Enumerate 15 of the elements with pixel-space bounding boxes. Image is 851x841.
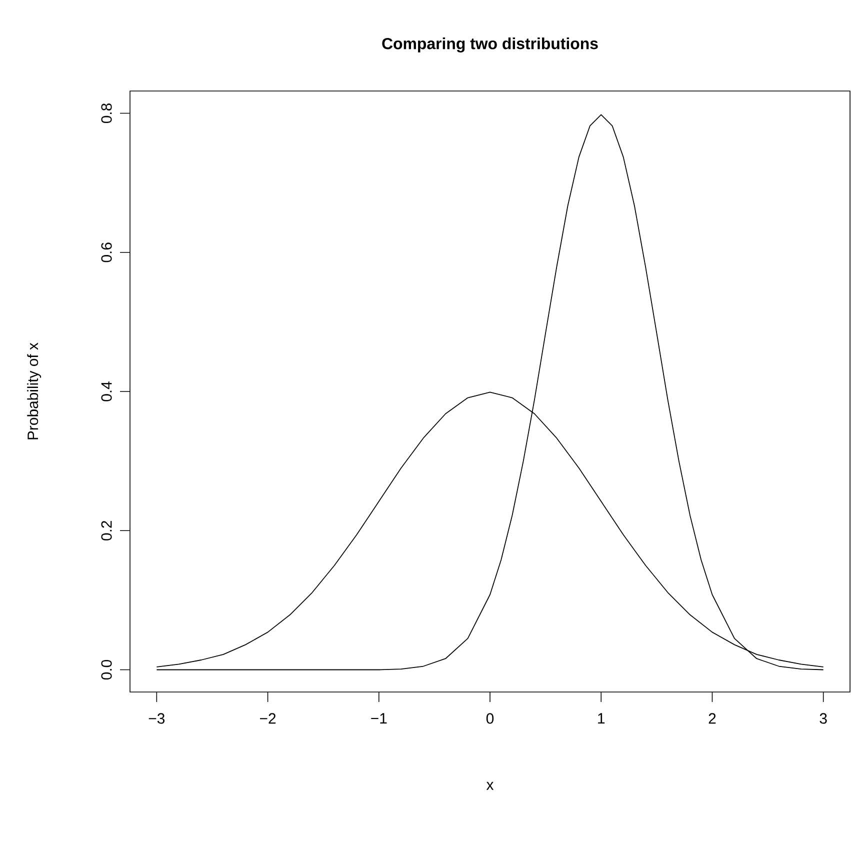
y-tick-label: 0.2 [101,520,112,540]
x-tick-label: 3 [820,713,827,724]
x-tick-label: 0 [486,713,494,724]
y-tick-label: 0.8 [101,104,112,124]
x-tick-label: −3 [148,713,165,724]
y-tick-label: 0.0 [101,660,112,680]
x-tick-label: −2 [260,713,276,724]
x-axis-title: x [486,782,494,790]
y-axis-title: Probability of x [27,342,42,440]
y-tick-label: 0.6 [101,242,112,262]
chart-title: Comparing two distributions [382,38,598,52]
x-tick-label: −1 [371,713,387,724]
y-tick-label: 0.4 [101,382,112,402]
x-tick-label: 1 [598,713,605,724]
x-tick-label: 2 [708,713,716,724]
